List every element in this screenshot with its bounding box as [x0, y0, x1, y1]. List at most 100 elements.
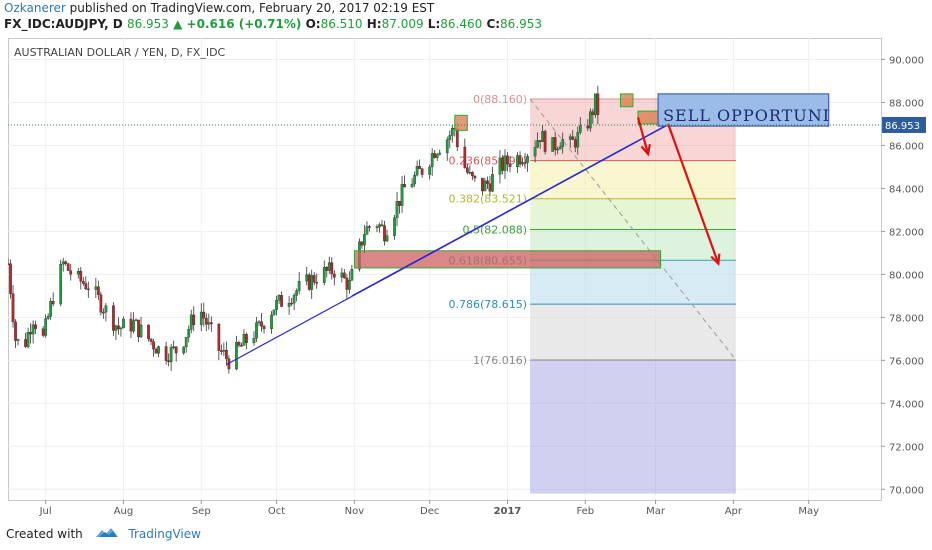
publish-info: published on TradingView.com, February 2… — [69, 1, 435, 15]
candle-body — [322, 267, 326, 283]
candle-body — [561, 139, 565, 148]
candle-body — [240, 345, 243, 347]
candle-body — [571, 136, 575, 140]
candle-body — [307, 274, 311, 290]
sell-opportunity-box — [657, 93, 830, 127]
y-tick-label: 88.000 — [889, 98, 924, 109]
low-label: L: — [427, 17, 441, 31]
candle-body — [104, 305, 108, 313]
support-resistance-zone — [353, 250, 662, 269]
candle-body — [270, 314, 273, 330]
candle-body — [16, 339, 20, 341]
candle-body — [257, 321, 261, 323]
candle-body — [290, 302, 293, 305]
candle-body — [51, 301, 55, 305]
candle-body — [222, 349, 226, 352]
x-tick-label: Mar — [646, 506, 666, 517]
fib-level-label: 0(88.160) — [473, 93, 527, 106]
candle-body — [187, 329, 191, 338]
candle-body — [217, 323, 221, 351]
candle-body — [325, 267, 329, 271]
candle-body — [31, 324, 35, 335]
candle-body — [395, 201, 399, 219]
candle-body — [272, 309, 276, 316]
candle-body — [438, 152, 442, 155]
fib-level-label: 0.382(83.521) — [449, 193, 528, 206]
price-chart[interactable]: 70.000 72.000 74.000 76.000 78.000 80.000 82.0… — [8, 38, 927, 526]
chart-title: AUSTRALIAN DOLLAR / YEN, D, FX_IDC — [14, 46, 226, 59]
candle-body — [360, 241, 364, 246]
high-label: H: — [366, 17, 382, 31]
candle-body — [225, 349, 228, 359]
support-resistance-zone — [454, 114, 468, 131]
candle-body — [237, 342, 241, 346]
candle-body — [149, 338, 153, 342]
candle-body — [418, 166, 421, 169]
plot-border — [8, 38, 882, 501]
candle-body — [378, 224, 381, 228]
candle-body — [433, 153, 437, 158]
candle-body — [61, 261, 65, 265]
x-tick-label: Oct — [268, 506, 285, 517]
candle-body — [375, 226, 379, 228]
candle-body — [202, 311, 206, 319]
support-resistance-zone — [619, 93, 634, 108]
close-value: 86.953 — [500, 17, 543, 31]
candle-body — [305, 274, 309, 282]
candle-body — [486, 180, 489, 184]
candle-body — [129, 318, 133, 332]
candle-body — [315, 282, 319, 284]
x-tick-label: Dec — [420, 506, 439, 517]
author-link[interactable]: Ozkanerer — [4, 1, 66, 15]
candle-body — [556, 148, 560, 151]
forecast-arrow-shaft — [636, 117, 650, 155]
candle-body — [578, 125, 582, 133]
x-tick-label: 2017 — [494, 506, 522, 517]
candle-body — [488, 183, 492, 192]
candle-body — [536, 140, 539, 148]
open-value: 86.510 — [320, 17, 363, 31]
candle-body — [501, 157, 504, 171]
symbol-label: FX_IDC:AUDJPY, D — [4, 17, 123, 31]
tradingview-brand[interactable]: TradingView — [128, 527, 201, 541]
candle-body — [139, 324, 143, 338]
candle-body — [450, 127, 454, 136]
x-tick-label: Sep — [192, 506, 211, 517]
candle-body — [551, 137, 555, 152]
y-tick-label: 90.000 — [889, 55, 924, 66]
candle-body — [122, 318, 125, 329]
candle-body — [44, 318, 48, 336]
candle-body — [260, 321, 263, 327]
candle-body — [310, 275, 314, 290]
candle-body — [252, 338, 256, 343]
candle-body — [189, 314, 193, 330]
candle-body — [558, 146, 562, 150]
candle-body — [147, 324, 150, 340]
candle-body — [114, 325, 118, 331]
x-tick-label: Nov — [345, 506, 365, 517]
chart-area[interactable]: 70.000 72.000 74.000 76.000 78.000 80.000 82.0… — [8, 38, 927, 526]
y-tick-label: 86.000 — [889, 141, 924, 152]
candle-body — [481, 177, 484, 192]
candle-body — [428, 166, 432, 175]
low-value: 86.460 — [440, 17, 483, 31]
candle-body — [576, 132, 580, 148]
candle-body — [172, 346, 176, 348]
candle-body — [393, 217, 396, 236]
candle-body — [204, 318, 208, 325]
candle-body — [275, 299, 278, 311]
candle-body — [154, 348, 158, 354]
y-tick-label: 84.000 — [889, 184, 924, 195]
candle-body — [209, 322, 213, 325]
candle-body — [430, 153, 434, 168]
candle-body — [81, 281, 85, 284]
candle-body — [66, 263, 70, 271]
candle-body — [593, 93, 597, 115]
candle-body — [255, 322, 258, 339]
x-tick-label: Apr — [725, 506, 743, 517]
candle-body — [420, 168, 424, 175]
footer: Created with TradingView — [6, 526, 201, 543]
candle-body — [242, 334, 246, 346]
candle-body — [174, 346, 178, 354]
candle-body — [363, 234, 366, 246]
